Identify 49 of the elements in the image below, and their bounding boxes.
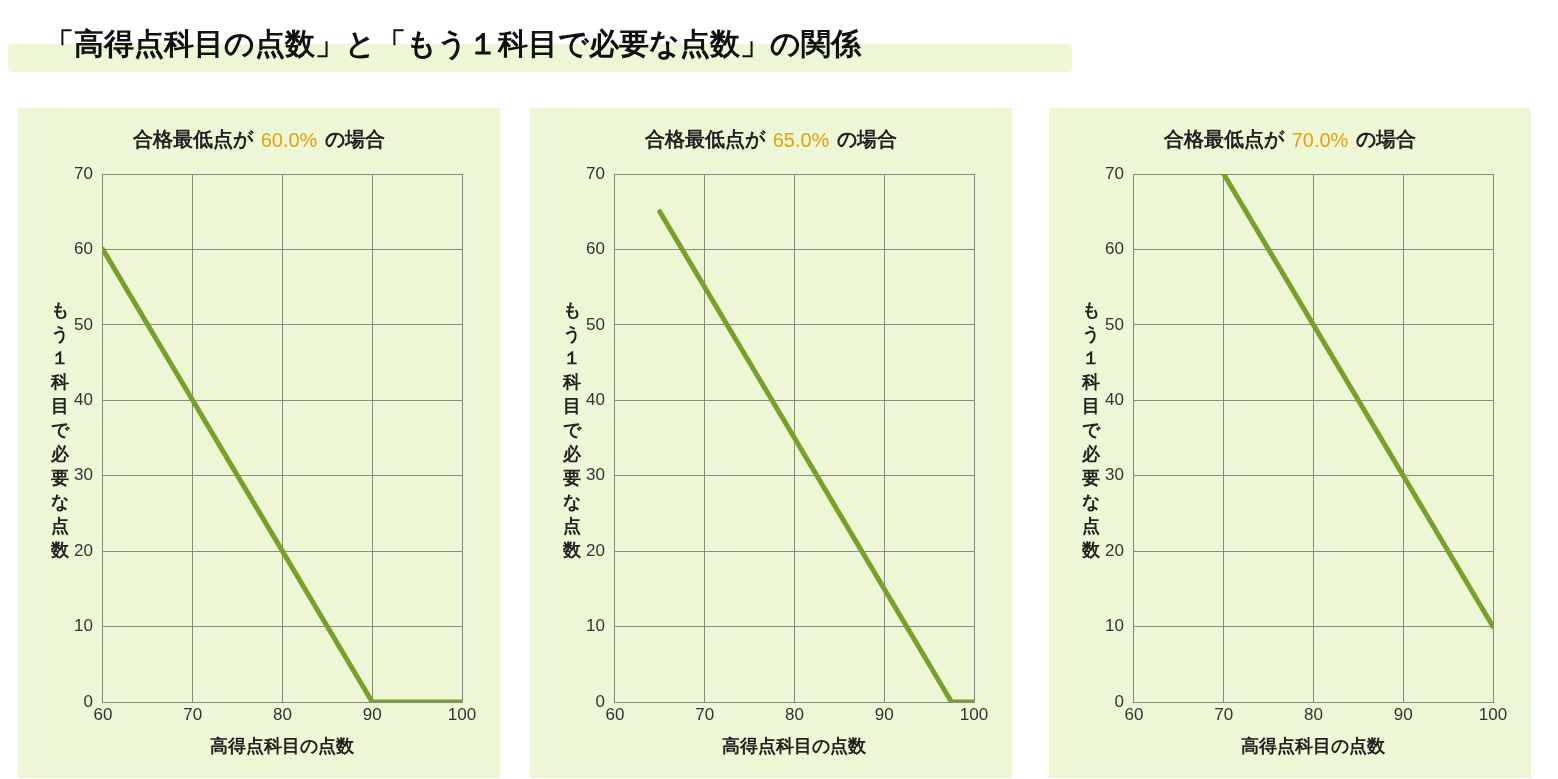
x-axis-title: 高得点科目の点数	[210, 734, 356, 756]
x-tick-label: 80	[272, 704, 292, 724]
x-tick-label: 100	[447, 704, 477, 724]
x-tick-label: 90	[362, 704, 382, 724]
y-tick-label: 10	[585, 616, 605, 636]
y-tick-label: 0	[595, 691, 605, 711]
x-tick-label: 80	[1303, 704, 1323, 724]
x-tick-label: 70	[695, 704, 715, 724]
x-axis-title: 高得点科目の点数	[1241, 734, 1387, 756]
text: もう１科目で必要な点数	[51, 299, 69, 560]
y-tick-label: 20	[585, 540, 605, 560]
x-tick-label: 80	[784, 704, 804, 724]
chart-title: 合格最低点が 60.0% の場合	[131, 127, 386, 152]
y-tick-label: 0	[83, 691, 93, 711]
y-tick-label: 40	[1104, 389, 1124, 409]
y-tick-label: 20	[1104, 540, 1124, 560]
chart-title: 合格最低点が 70.0% の場合	[1162, 127, 1417, 152]
x-tick-label: 90	[874, 704, 894, 724]
x-tick-label: 60	[93, 704, 113, 724]
y-tick-label: 20	[73, 540, 93, 560]
y-tick-label: 40	[73, 389, 93, 409]
x-tick-label: 100	[959, 704, 989, 724]
y-tick-label: 30	[585, 465, 605, 485]
y-tick-label: 70	[73, 163, 93, 183]
y-tick-label: 50	[1104, 314, 1124, 334]
y-tick-label: 30	[73, 465, 93, 485]
y-tick-label: 40	[585, 389, 605, 409]
text: 「高得点科目の点数」と「もう１科目で必要な点数」の関係	[44, 25, 861, 63]
y-tick-label: 0	[1114, 691, 1124, 711]
y-tick-label: 60	[585, 239, 605, 259]
x-tick-label: 60	[605, 704, 625, 724]
x-tick-label: 90	[1393, 704, 1413, 724]
x-tick-label: 60	[1124, 704, 1144, 724]
y-tick-label: 10	[1104, 616, 1124, 636]
x-tick-label: 70	[1214, 704, 1234, 724]
y-tick-label: 70	[1104, 163, 1124, 183]
y-tick-label: 60	[73, 239, 93, 259]
text: もう１科目で必要な点数	[563, 299, 581, 560]
y-tick-label: 70	[585, 163, 605, 183]
y-tick-label: 30	[1104, 465, 1124, 485]
y-tick-label: 50	[73, 314, 93, 334]
x-tick-label: 70	[183, 704, 203, 724]
text: もう１科目で必要な点数	[1082, 299, 1100, 560]
y-tick-label: 10	[73, 616, 93, 636]
chart-title: 合格最低点が 65.0% の場合	[643, 127, 898, 152]
x-tick-label: 100	[1478, 704, 1508, 724]
y-tick-label: 50	[585, 314, 605, 334]
y-tick-label: 60	[1104, 239, 1124, 259]
x-axis-title: 高得点科目の点数	[722, 734, 868, 756]
